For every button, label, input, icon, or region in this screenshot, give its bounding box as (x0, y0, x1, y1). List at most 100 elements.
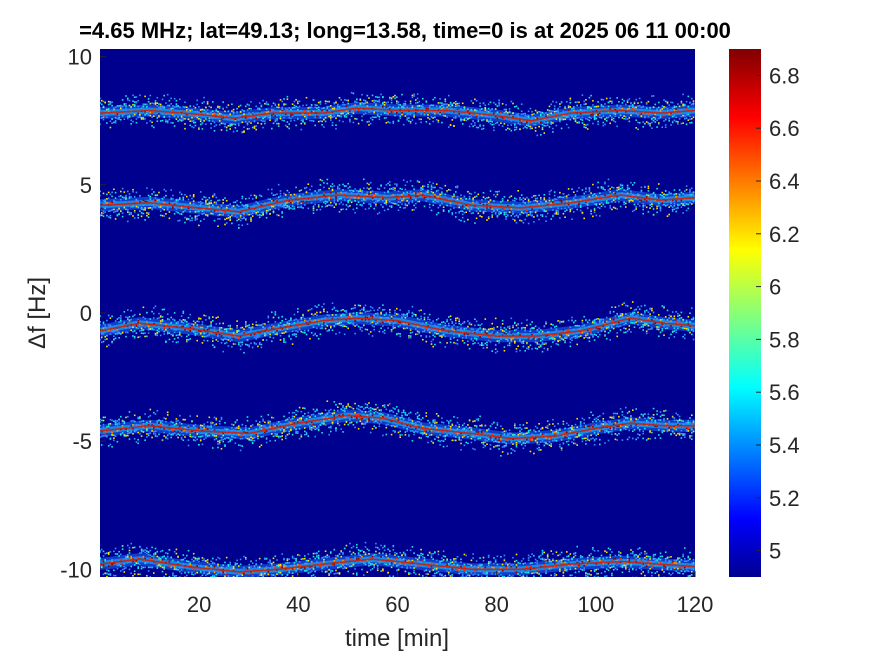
trace-pixel (378, 211, 381, 214)
trace-pixel (121, 331, 124, 334)
trace-pixel (670, 205, 672, 207)
trace-pixel (168, 327, 171, 330)
trace-pixel (637, 306, 639, 308)
trace-pixel (109, 325, 112, 328)
trace-pixel (354, 332, 356, 335)
trace-pixel (192, 202, 195, 205)
trace-pixel (302, 104, 304, 107)
trace-pixel (175, 200, 178, 202)
trace-pixel (295, 335, 297, 338)
trace-pixel (314, 203, 316, 206)
trace-pixel (361, 318, 363, 321)
trace-pixel (277, 205, 280, 207)
trace-pixel (305, 116, 308, 119)
trace-pixel (184, 320, 186, 322)
trace-pixel (612, 318, 615, 321)
trace-pixel (460, 210, 462, 212)
trace-pixel (604, 123, 606, 126)
trace-pixel (479, 327, 481, 329)
trace-pixel (220, 129, 223, 131)
trace-pixel (186, 340, 188, 343)
trace-pixel (527, 348, 530, 350)
trace-pixel (139, 325, 141, 328)
trace-pixel (515, 113, 518, 116)
trace-pixel (392, 322, 395, 325)
trace-pixel (394, 94, 396, 97)
trace-pixel (444, 196, 447, 198)
trace-pixel (283, 116, 285, 119)
trace-pixel (519, 219, 521, 222)
trace-pixel (396, 185, 398, 187)
trace-pixel (217, 214, 219, 217)
trace-pixel (422, 322, 424, 325)
trace-pixel (295, 186, 297, 189)
trace-pixel (276, 115, 278, 117)
trace-pixel (489, 336, 492, 339)
trace-pixel (571, 316, 573, 319)
trace-pixel (194, 124, 197, 127)
trace-pixel (486, 120, 488, 122)
trace-pixel (399, 196, 401, 199)
trace-pixel (564, 330, 566, 332)
trace-pixel (612, 206, 615, 209)
trace-pixel (420, 309, 422, 312)
trace-pixel (380, 327, 382, 329)
trace-pixel (234, 123, 237, 126)
trace-pixel (439, 113, 441, 115)
trace-pixel (611, 208, 613, 211)
trace-pixel (472, 120, 474, 123)
trace-pixel (553, 116, 556, 119)
trace-pixel (333, 185, 336, 187)
trace-pixel (186, 195, 188, 198)
trace-pixel (128, 197, 131, 199)
trace-pixel (604, 194, 606, 196)
trace-pixel (612, 327, 615, 330)
trace-pixel (609, 97, 611, 99)
trace-pixel (571, 108, 573, 110)
trace-pixel (475, 201, 478, 203)
trace-pixel (489, 109, 492, 112)
trace-pixel (340, 201, 342, 204)
trace-pixel (682, 212, 684, 214)
trace-pixel (415, 112, 417, 114)
trace-pixel (467, 118, 469, 121)
trace-pixel (161, 319, 164, 321)
trace-pixel (409, 335, 412, 337)
trace-pixel (107, 197, 110, 200)
trace-pixel (361, 190, 363, 192)
trace-pixel (232, 111, 235, 113)
trace-pixel (383, 101, 386, 104)
trace-pixel (116, 117, 119, 120)
trace-pixel (512, 218, 514, 221)
trace-pixel (120, 118, 122, 121)
trace-pixel (553, 198, 556, 200)
trace-pixel (415, 206, 417, 209)
trace-pixel (593, 322, 596, 324)
trace-pixel (120, 210, 122, 213)
trace-pixel (253, 120, 256, 122)
trace-pixel (107, 110, 110, 113)
trace-pixel (486, 110, 488, 112)
trace-pixel (546, 212, 549, 215)
trace-pixel (508, 111, 511, 114)
trace-pixel (272, 109, 275, 111)
trace-pixel (328, 198, 330, 200)
trace-pixel (271, 127, 273, 130)
trace-pixel (663, 196, 665, 198)
trace-pixel (538, 121, 540, 124)
trace-pixel (245, 323, 247, 326)
trace-pixel (522, 113, 525, 115)
trace-pixel (132, 331, 134, 333)
trace-pixel (310, 320, 313, 322)
trace-pixel (444, 110, 447, 113)
trace-pixel (456, 105, 459, 107)
trace-pixel (284, 103, 287, 106)
trace-pixel (494, 351, 497, 354)
trace-pixel (493, 126, 495, 129)
trace-pixel (619, 329, 622, 331)
trace-pixel (468, 114, 471, 117)
trace-pixel (304, 321, 306, 323)
trace-pixel (390, 97, 393, 99)
trace-pixel (394, 187, 396, 189)
trace-pixel (222, 332, 224, 334)
